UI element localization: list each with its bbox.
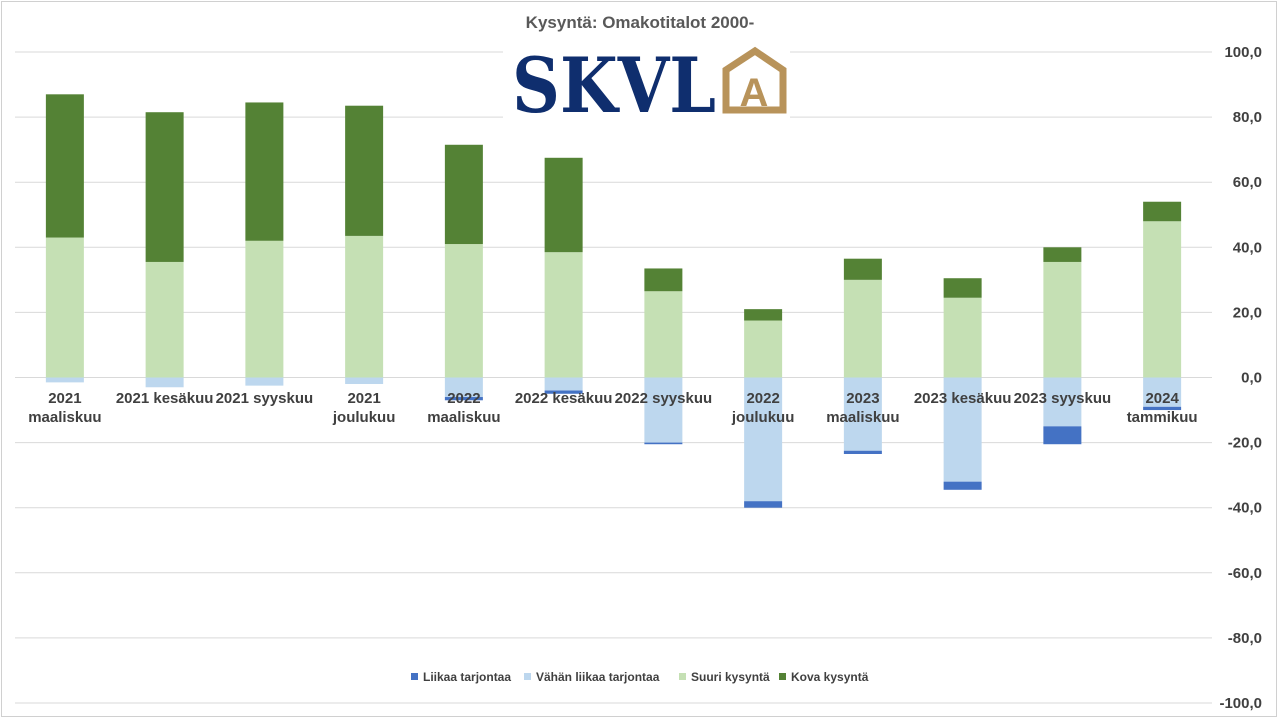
x-category-label: 2021 kesäkuu bbox=[116, 390, 214, 407]
legend-swatch bbox=[679, 673, 686, 680]
y-tick-label: -80,0 bbox=[1228, 630, 1262, 647]
gridlines bbox=[15, 51, 1212, 704]
bar-segment bbox=[644, 291, 683, 378]
y-tick-label: -40,0 bbox=[1228, 500, 1262, 517]
bar-segment bbox=[744, 309, 783, 321]
bar-segment bbox=[444, 144, 483, 245]
legend: Liikaa tarjontaa Vähän liikaa tarjontaa Su… bbox=[411, 670, 869, 684]
bar-segment bbox=[744, 501, 783, 508]
x-category-label: 2022 bbox=[746, 390, 779, 407]
logo-house-icon bbox=[722, 46, 787, 114]
bar-segment bbox=[345, 105, 384, 236]
x-category-label: 2023 kesäkuu bbox=[914, 390, 1012, 407]
bar-segment bbox=[245, 377, 284, 386]
y-tick-label: 0,0 bbox=[1241, 370, 1262, 387]
bar-segment bbox=[943, 481, 982, 490]
chart-title: Kysyntä: Omakotitalot 2000- bbox=[526, 13, 755, 32]
bar-segment bbox=[1043, 247, 1082, 262]
y-axis-ticks: 100,0 80,0 60,0 40,0 20,0 0,0 -20,0 -40,0 -60,0 -… bbox=[1219, 44, 1262, 712]
x-category-label: 2022 syyskuu bbox=[615, 390, 713, 407]
legend-label: Liikaa tarjontaa bbox=[423, 670, 511, 684]
x-category-label: joulukuu bbox=[731, 409, 795, 426]
logo-text: SKVL bbox=[512, 41, 716, 130]
legend-swatch bbox=[779, 673, 786, 680]
y-tick-label: -60,0 bbox=[1228, 565, 1262, 582]
x-category-label: 2023 bbox=[846, 390, 879, 407]
bar-segment bbox=[1143, 377, 1182, 407]
x-category-label: 2021 syyskuu bbox=[216, 390, 314, 407]
legend-swatch bbox=[524, 673, 531, 680]
y-tick-label: 60,0 bbox=[1233, 174, 1262, 191]
legend-label: Suuri kysyntä bbox=[691, 670, 770, 684]
y-tick-label: 20,0 bbox=[1233, 304, 1262, 321]
bar-segment bbox=[644, 268, 683, 292]
bar-segment bbox=[145, 377, 184, 388]
x-category-label: maaliskuu bbox=[427, 409, 500, 426]
bar-segment bbox=[744, 377, 783, 502]
x-category-label: 2024 bbox=[1145, 390, 1179, 407]
bar-segment bbox=[444, 377, 483, 398]
y-tick-label: 80,0 bbox=[1233, 109, 1262, 126]
y-tick-label: 100,0 bbox=[1224, 44, 1262, 61]
bar-segment bbox=[245, 240, 284, 378]
x-category-label: tammikuu bbox=[1127, 409, 1198, 426]
x-category-label: maaliskuu bbox=[826, 409, 899, 426]
bar-segment bbox=[245, 102, 284, 241]
bars bbox=[45, 94, 1182, 508]
bar-segment bbox=[943, 377, 982, 482]
x-axis-categories: 2021 maaliskuu 2021 kesäkuu 2021 syyskuu 202… bbox=[28, 390, 1197, 426]
skvl-logo: SKVL A bbox=[503, 41, 790, 130]
bar-segment bbox=[145, 261, 184, 378]
bar-segment bbox=[1043, 261, 1082, 378]
x-category-label: joulukuu bbox=[332, 409, 396, 426]
bar-segment bbox=[145, 112, 184, 262]
y-tick-label: -20,0 bbox=[1228, 435, 1262, 452]
bar-segment bbox=[1043, 426, 1082, 445]
x-category-label: 2022 bbox=[447, 390, 480, 407]
bar-segment bbox=[644, 442, 683, 445]
legend-label: Vähän liikaa tarjontaa bbox=[536, 670, 660, 684]
bar-segment bbox=[943, 278, 982, 298]
x-category-label: 2021 bbox=[347, 390, 380, 407]
bar-segment bbox=[644, 377, 683, 443]
logo-badge-letter: A bbox=[740, 71, 769, 115]
bar-segment bbox=[744, 320, 783, 378]
bar-segment bbox=[544, 390, 583, 394]
x-category-label: 2023 syyskuu bbox=[1014, 390, 1112, 407]
bar-segment bbox=[843, 377, 882, 451]
bar-segment bbox=[444, 397, 483, 401]
bar-segment bbox=[45, 237, 84, 378]
bar-segment bbox=[1143, 406, 1182, 411]
bar-segment bbox=[843, 450, 882, 454]
bar-segment bbox=[345, 235, 384, 378]
bar-segment bbox=[1043, 377, 1082, 427]
bar-segment bbox=[544, 377, 583, 391]
bar-segment bbox=[843, 258, 882, 280]
bar-segment bbox=[1143, 221, 1182, 378]
y-tick-label: 40,0 bbox=[1233, 239, 1262, 256]
bar-segment bbox=[1143, 201, 1182, 222]
x-category-label: maaliskuu bbox=[28, 409, 101, 426]
bar-segment bbox=[544, 252, 583, 378]
y-tick-label: -100,0 bbox=[1219, 695, 1262, 712]
bar-segment bbox=[444, 244, 483, 378]
legend-swatch bbox=[411, 673, 418, 680]
x-category-label: 2022 kesäkuu bbox=[515, 390, 613, 407]
bar-segment bbox=[45, 94, 84, 238]
bar-segment bbox=[943, 297, 982, 378]
bar-segment bbox=[45, 377, 84, 383]
bar-segment bbox=[843, 279, 882, 378]
bar-segment bbox=[345, 377, 384, 385]
x-category-label: 2021 bbox=[48, 390, 81, 407]
bar-segment bbox=[544, 157, 583, 253]
legend-label: Kova kysyntä bbox=[791, 670, 869, 684]
